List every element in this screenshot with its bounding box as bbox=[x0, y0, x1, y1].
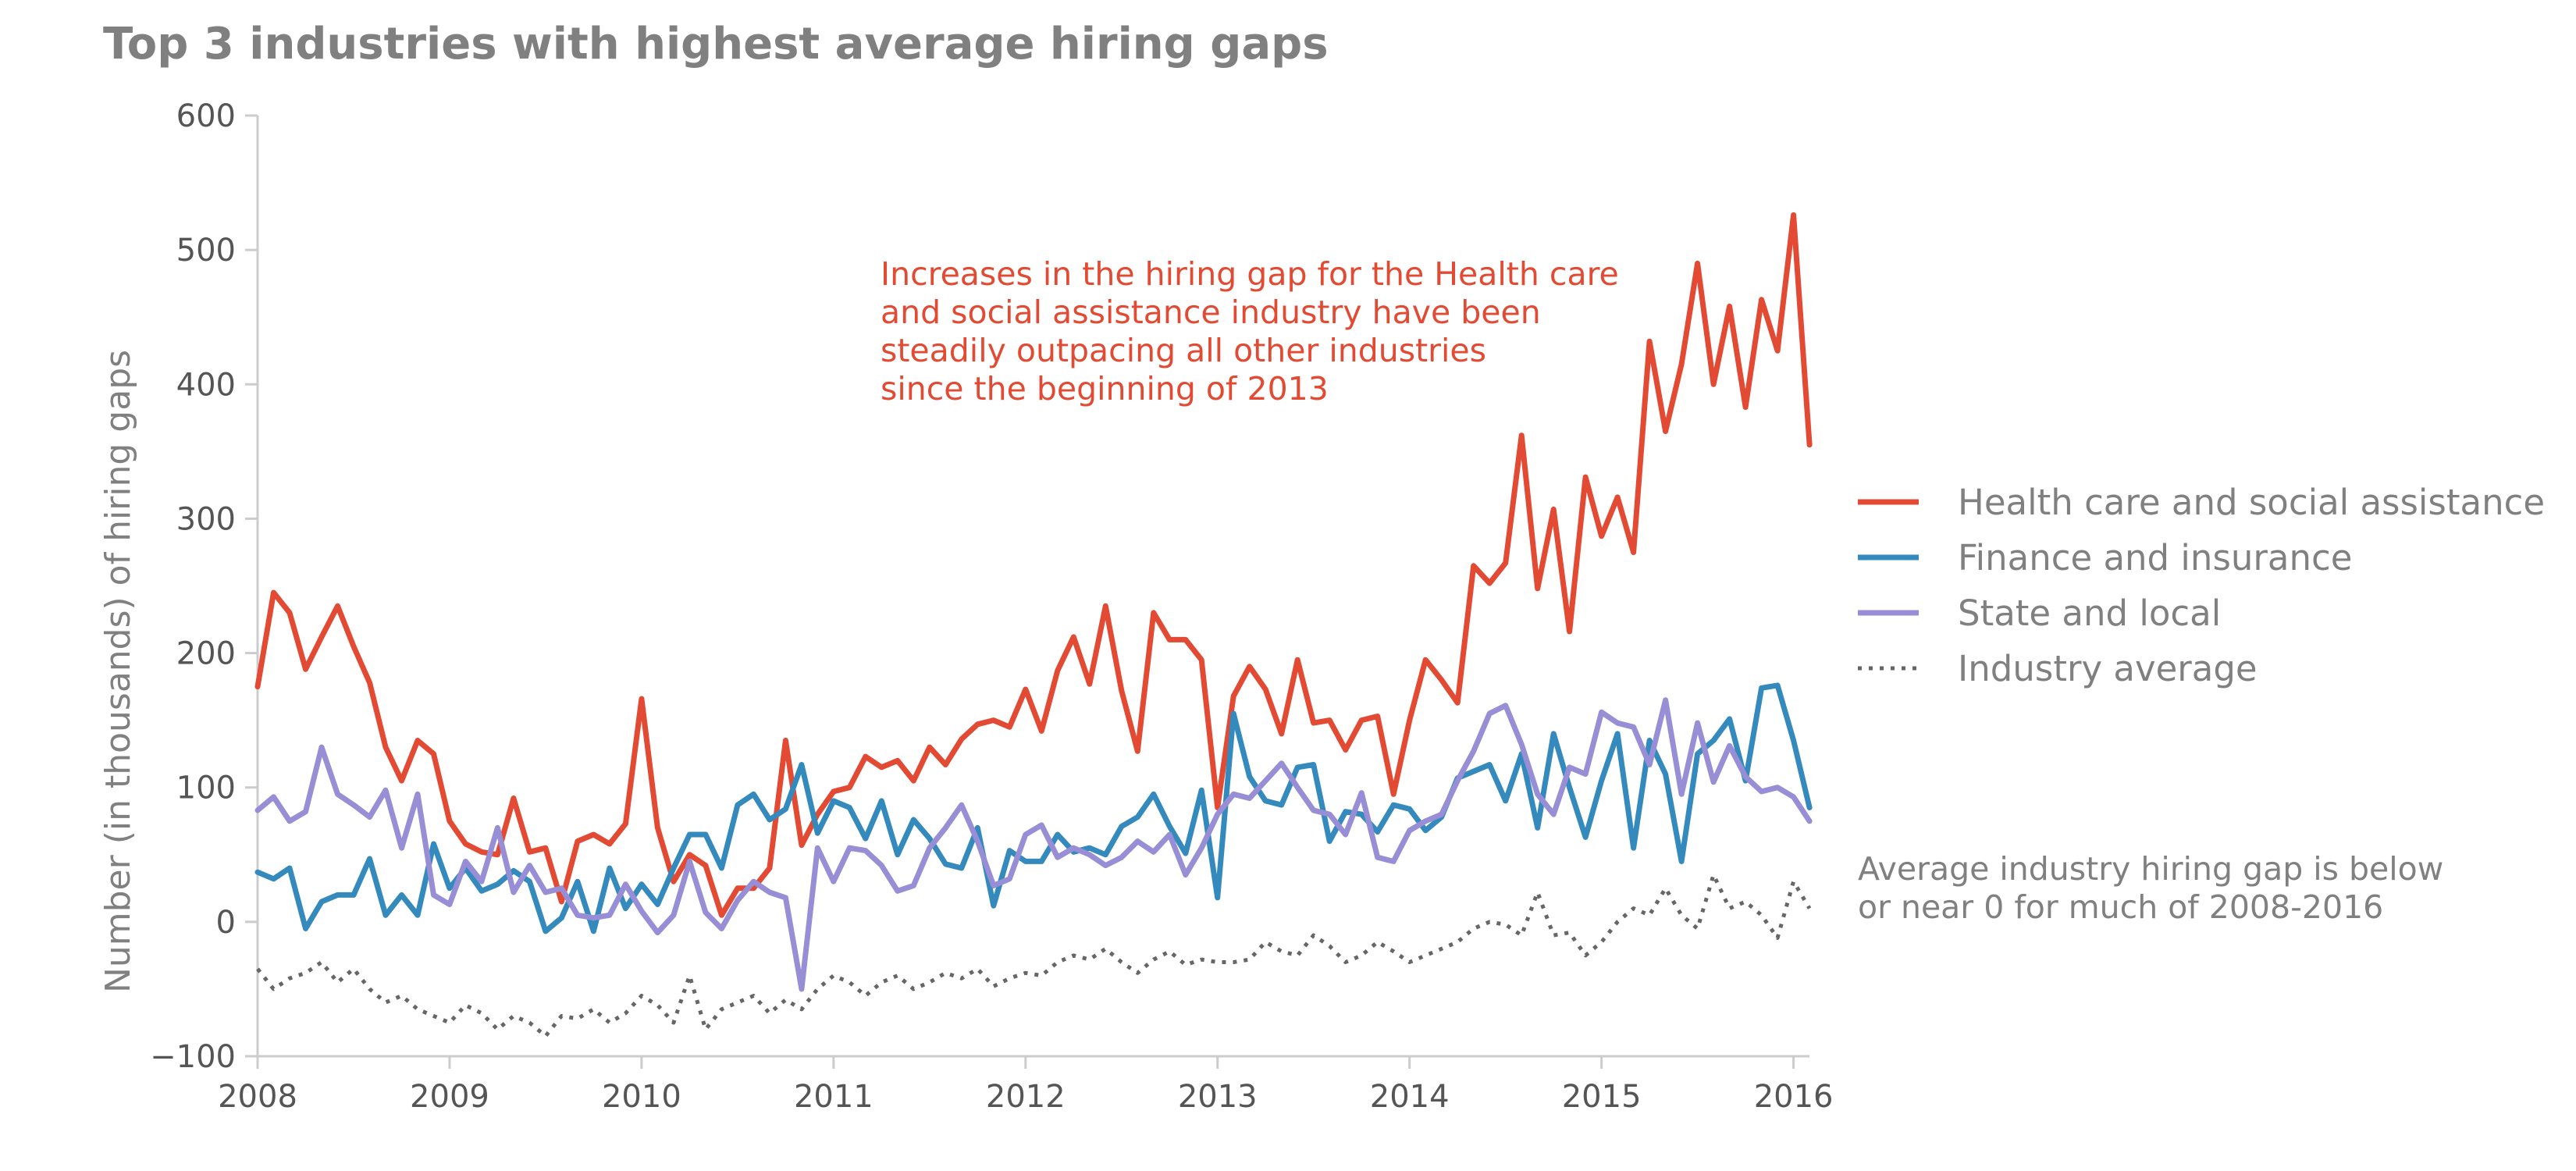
legend-label: Finance and insurance bbox=[1958, 537, 2352, 578]
y-tick-label: 400 bbox=[176, 367, 236, 403]
legend-entry-2: State and local bbox=[1858, 593, 2221, 634]
x-tick-label: 2014 bbox=[1370, 1079, 1450, 1115]
chart-title: Top 3 industries with highest average hi… bbox=[103, 19, 1329, 69]
x-tick-label: 2011 bbox=[794, 1079, 873, 1115]
series-layer bbox=[254, 212, 1813, 1038]
x-tick-label: 2012 bbox=[986, 1079, 1066, 1115]
x-tick-label: 2010 bbox=[602, 1079, 681, 1115]
legend-entry-1: Finance and insurance bbox=[1858, 537, 2352, 578]
legend-label: Industry average bbox=[1958, 648, 2258, 689]
annotation-0-line: and social assistance industry have been bbox=[881, 294, 1541, 331]
legend-entry-0: Health care and social assistance bbox=[1858, 482, 2545, 523]
y-tick-label: 500 bbox=[176, 233, 236, 269]
series-line-2 bbox=[254, 697, 1813, 992]
y-axis-label: Number (in thousands) of hiring gaps bbox=[98, 350, 138, 993]
annotation-0-line: steadily outpacing all other industries bbox=[881, 332, 1486, 369]
annotation-1-line: Average industry hiring gap is below bbox=[1858, 850, 2443, 888]
annotation-1-line: or near 0 for much of 2008-2016 bbox=[1858, 888, 2383, 926]
y-tick-label: 300 bbox=[176, 501, 236, 537]
x-tick-label: 2015 bbox=[1562, 1079, 1642, 1115]
legend-label: Health care and social assistance bbox=[1958, 482, 2545, 523]
x-tick-label: 2016 bbox=[1754, 1079, 1834, 1115]
axes: −100 0 100 200 300 400 500 600 2008 2009 2010 2011 2… bbox=[150, 98, 1833, 1115]
x-tick-label: 2013 bbox=[1178, 1079, 1258, 1115]
series-line-1 bbox=[254, 682, 1813, 934]
y-tick-label: 100 bbox=[176, 771, 236, 806]
series-line-3 bbox=[256, 873, 1812, 1038]
y-tick-label: 0 bbox=[216, 905, 236, 941]
legend: Health care and social assistance Finance… bbox=[1858, 482, 2545, 689]
y-tick-label: 200 bbox=[176, 636, 236, 672]
y-tick-label: 600 bbox=[176, 98, 236, 134]
series-line-0 bbox=[254, 212, 1813, 918]
legend-label: State and local bbox=[1958, 593, 2221, 634]
annotation-0-line: Increases in the hiring gap for the Heal… bbox=[881, 255, 1619, 293]
legend-entry-3: Industry average bbox=[1858, 648, 2258, 689]
annotations: Increases in the hiring gap for the Heal… bbox=[881, 255, 2443, 926]
x-tick-label: 2009 bbox=[410, 1079, 489, 1115]
annotation-0-line: since the beginning of 2013 bbox=[881, 370, 1329, 408]
y-tick-label: −100 bbox=[150, 1039, 236, 1075]
x-tick-label: 2008 bbox=[218, 1079, 297, 1115]
